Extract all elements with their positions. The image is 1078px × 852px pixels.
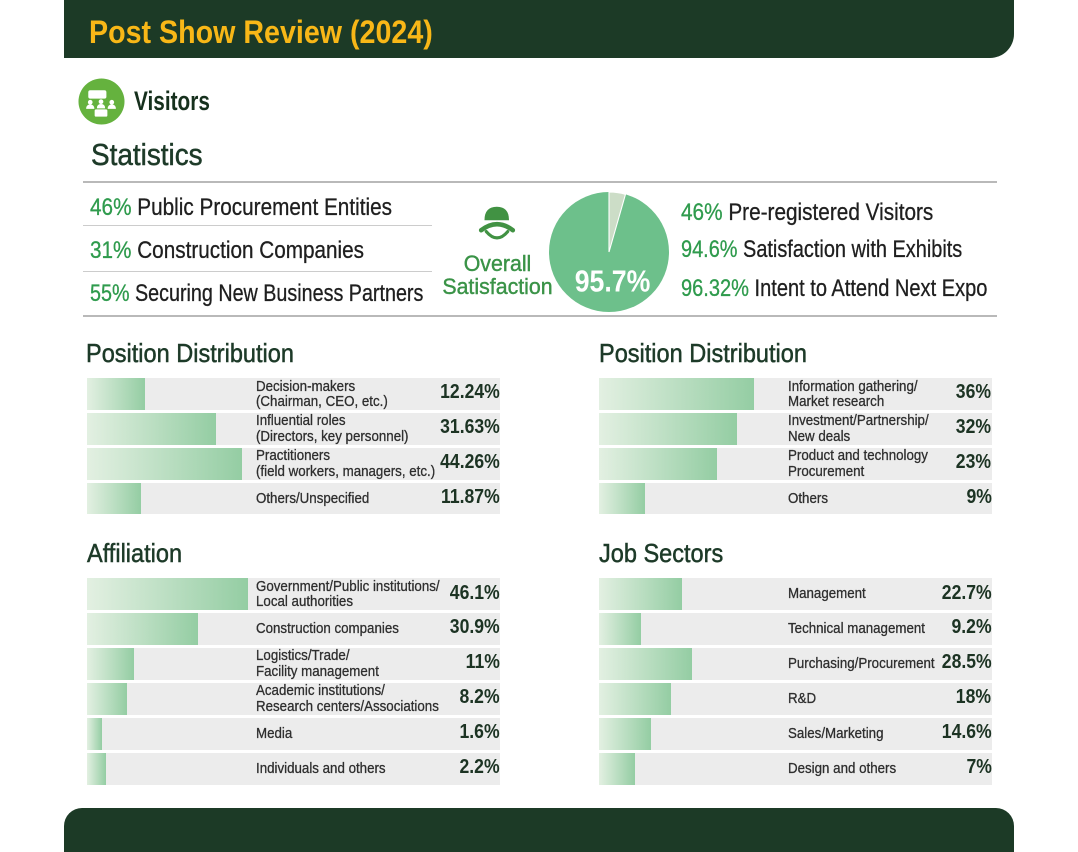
svg-text:95.7%: 95.7% — [575, 265, 651, 299]
